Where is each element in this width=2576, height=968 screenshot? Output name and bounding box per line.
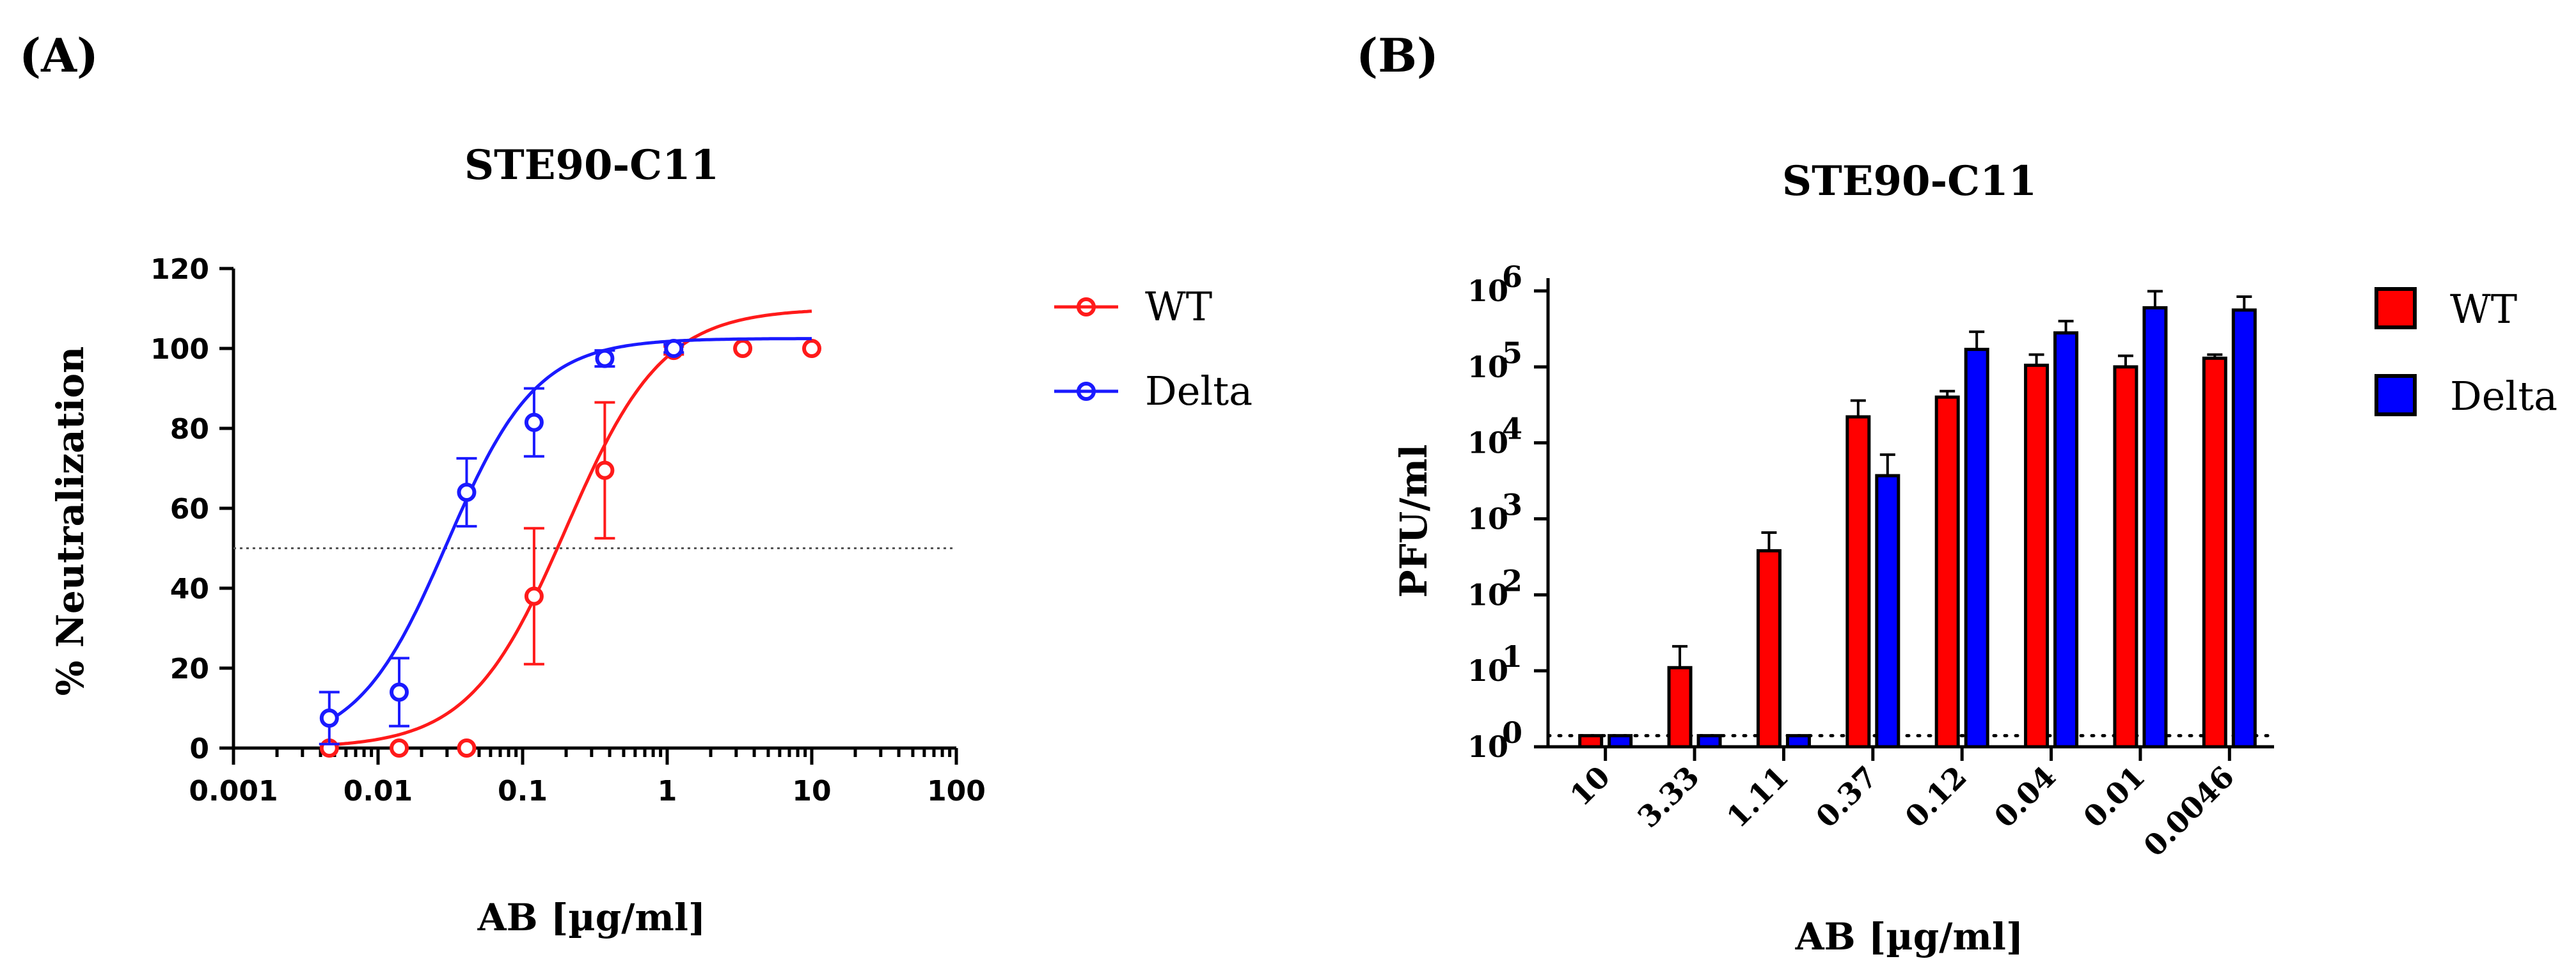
chart-b-wt-bar	[2202, 356, 2227, 749]
chart-b-wt-bar	[2024, 363, 2050, 749]
chart-a-delta-point	[319, 708, 339, 728]
chart-b-y-tick-exponent: 5	[1502, 336, 1522, 370]
legend-delta-bar-label: Delta	[2450, 373, 2557, 419]
chart-a-x-tick-label: 0.01	[344, 775, 413, 808]
chart-b-legend: WT Delta	[2375, 286, 2557, 419]
chart-b-delta-bar	[2231, 308, 2257, 749]
chart-a-wt-point	[390, 738, 409, 758]
chart-b-wt-bar	[1934, 395, 1960, 749]
chart-b-x-tick-label: 0.12	[1899, 760, 1973, 834]
chart-b-title: STE90-C11	[1782, 157, 2037, 205]
chart-b-wt-bar	[2113, 365, 2138, 749]
chart-a-wt-point	[595, 460, 615, 480]
neutralization-chart: STE90-C11 AB [µg/ml] % Neutralization 0 2…	[49, 141, 1252, 939]
chart-a-wt-point	[733, 339, 753, 358]
chart-a-title: STE90-C11	[464, 141, 719, 189]
chart-a-wt-point	[524, 586, 544, 606]
chart-b-x-tick-label: 0.37	[1809, 760, 1884, 834]
chart-a-x-tick-label: 1	[658, 775, 677, 808]
chart-a-wt-point	[457, 738, 477, 758]
chart-b-delta-bar	[1696, 734, 1722, 749]
chart-a-wt-point	[802, 339, 821, 358]
chart-b-x-tick-label: 10	[1563, 760, 1616, 813]
chart-a-x-tick-label: 0.1	[498, 775, 548, 808]
chart-b-wt-bar	[1667, 666, 1693, 749]
chart-a-legend: WT Delta	[1054, 283, 1252, 414]
chart-b-delta-bar	[1964, 347, 1989, 749]
chart-a-y-tick-label: 100	[150, 333, 209, 366]
chart-b-x-axis-title: AB [µg/ml]	[1795, 915, 2024, 958]
chart-a-x-tick-label: 0.001	[189, 775, 278, 808]
chart-b-delta-bar	[1785, 734, 1811, 749]
chart-a-y-tick-label: 0	[189, 733, 209, 765]
chart-a-wt-fit-curve	[323, 309, 812, 747]
chart-b-y-tick-label: 10	[1467, 730, 1508, 764]
chart-b-y-tick-label: 10	[1467, 350, 1508, 384]
chart-b-delta-bar	[1875, 474, 1900, 749]
pfu-bar-chart: STE90-C11 AB [µg/ml] PFU/ml 100101102103…	[1392, 157, 2557, 958]
chart-b-y-tick-exponent: 1	[1502, 639, 1522, 674]
chart-b-y-tick-label: 10	[1467, 426, 1508, 460]
chart-b-y-tick-label: 10	[1467, 502, 1508, 536]
chart-b-x-tick-label: 0.04	[1987, 760, 2062, 834]
legend-wt-label: WT	[1145, 283, 1212, 330]
chart-b-y-tick-exponent: 6	[1502, 260, 1522, 294]
chart-b-y-tick-exponent: 0	[1502, 715, 1522, 750]
chart-a-x-axis-title: AB [µg/ml]	[477, 896, 706, 939]
chart-b-y-tick-exponent: 3	[1502, 488, 1522, 522]
chart-b-delta-bar	[2053, 331, 2079, 749]
chart-a-y-axis-title: % Neutralization	[49, 347, 92, 696]
legend-wt-swatch	[2375, 287, 2417, 329]
legend-delta-label: Delta	[1145, 368, 1252, 414]
chart-b-y-tick-label: 10	[1467, 653, 1508, 688]
chart-b-y-tick-label: 10	[1467, 274, 1508, 308]
chart-b-x-tick-label: 0.0046	[2137, 760, 2241, 864]
chart-a-y-tick-label: 20	[170, 653, 209, 685]
chart-a-delta-point	[595, 348, 615, 368]
chart-a-y-tick-label: 40	[170, 573, 209, 605]
chart-a-delta-point	[457, 483, 477, 502]
chart-b-y-tick-label: 10	[1467, 577, 1508, 612]
chart-a-delta-point	[664, 339, 684, 358]
legend-delta-marker	[1077, 382, 1096, 401]
legend-wt-bar-label: WT	[2450, 286, 2517, 332]
chart-a-x-tick-label: 10	[792, 775, 831, 808]
legend-delta-swatch	[2375, 374, 2417, 416]
chart-a-delta-point	[390, 682, 409, 702]
chart-a-delta-point	[524, 412, 544, 432]
chart-b-delta-bar	[1608, 734, 1633, 749]
chart-b-wt-bar	[1756, 549, 1782, 749]
chart-b-delta-bar	[2142, 306, 2168, 749]
chart-b-y-axis-title: PFU/ml	[1392, 444, 1435, 598]
chart-b-y-tick-exponent: 2	[1502, 563, 1522, 598]
chart-b-y-tick-exponent: 4	[1502, 412, 1522, 446]
chart-a-x-tick-label: 100	[927, 775, 986, 808]
chart-b-x-tick-label: 1.11	[1720, 760, 1795, 834]
chart-a-y-tick-label: 120	[150, 253, 209, 286]
legend-wt-marker	[1077, 297, 1096, 316]
chart-b-wt-bar	[1578, 734, 1604, 749]
chart-b-wt-bar	[1845, 415, 1871, 749]
chart-a-y-tick-label: 80	[170, 413, 209, 446]
chart-a-y-tick-label: 60	[170, 493, 209, 526]
chart-b-x-tick-label: 0.01	[2076, 760, 2151, 834]
chart-b-x-tick-label: 3.33	[1631, 760, 1705, 834]
panel-label-a: (A)	[19, 28, 99, 82]
panel-label-b: (B)	[1356, 28, 1439, 82]
chart-a-delta-fit-curve	[322, 337, 812, 725]
